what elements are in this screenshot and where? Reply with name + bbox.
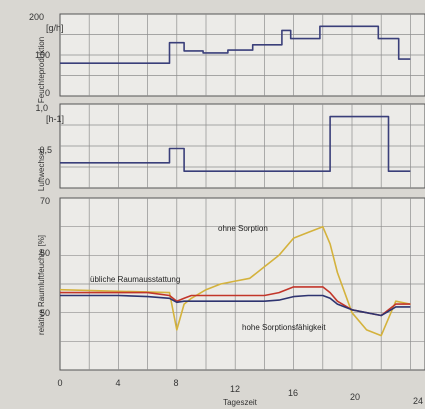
p1-ytick-0: 0 bbox=[45, 88, 50, 98]
xtick-24: 24 bbox=[413, 396, 423, 406]
xtick-4: 4 bbox=[115, 378, 120, 388]
ohne-sorption-line bbox=[59, 225, 411, 337]
p1-ylabel: Feuchteproduktion bbox=[37, 37, 46, 103]
p3-ytick-50: 50 bbox=[40, 308, 50, 318]
p2-ytick-1: 1,0 bbox=[35, 103, 48, 113]
feuchteproduktion-line bbox=[60, 25, 411, 65]
p1-unit-label: [g/h] bbox=[46, 23, 64, 33]
annotation-uebliche-raumausstattung: übliche Raumausstattung bbox=[90, 275, 180, 284]
xtick-12: 12 bbox=[230, 384, 240, 394]
xtick-0: 0 bbox=[57, 378, 62, 388]
p2-unit-label: [h-1] bbox=[46, 114, 64, 124]
xtick-8: 8 bbox=[173, 378, 178, 388]
annotation-hohe-sorptionsfaehigkeit: hohe Sorptionsfähigkeit bbox=[242, 323, 326, 332]
p1-ytick-100: 100 bbox=[35, 50, 50, 60]
annotation-ohne-sorption: ohne Sorption bbox=[218, 224, 268, 233]
luftwechsel-line bbox=[60, 115, 411, 172]
p2-ylabel: Luftwechsel bbox=[37, 149, 46, 191]
series-group bbox=[59, 25, 411, 337]
xtick-20: 20 bbox=[350, 392, 360, 402]
hohe-sorptionsfaehigkeit-line bbox=[60, 294, 411, 317]
horizontal-gridlines bbox=[60, 34, 425, 342]
xlabel: Tageszeit bbox=[223, 398, 258, 407]
p3-ytick-60: 60 bbox=[40, 248, 50, 258]
p2-ytick-05: 0,5 bbox=[39, 145, 52, 155]
p3-ytick-70: 70 bbox=[40, 196, 50, 206]
p2-ytick-0: 0 bbox=[45, 177, 50, 187]
p1-ytick-200: 200 bbox=[29, 12, 44, 22]
xtick-16: 16 bbox=[288, 388, 298, 398]
p3-ylabel: relative Raumluftfeuchte [%] bbox=[37, 235, 46, 335]
